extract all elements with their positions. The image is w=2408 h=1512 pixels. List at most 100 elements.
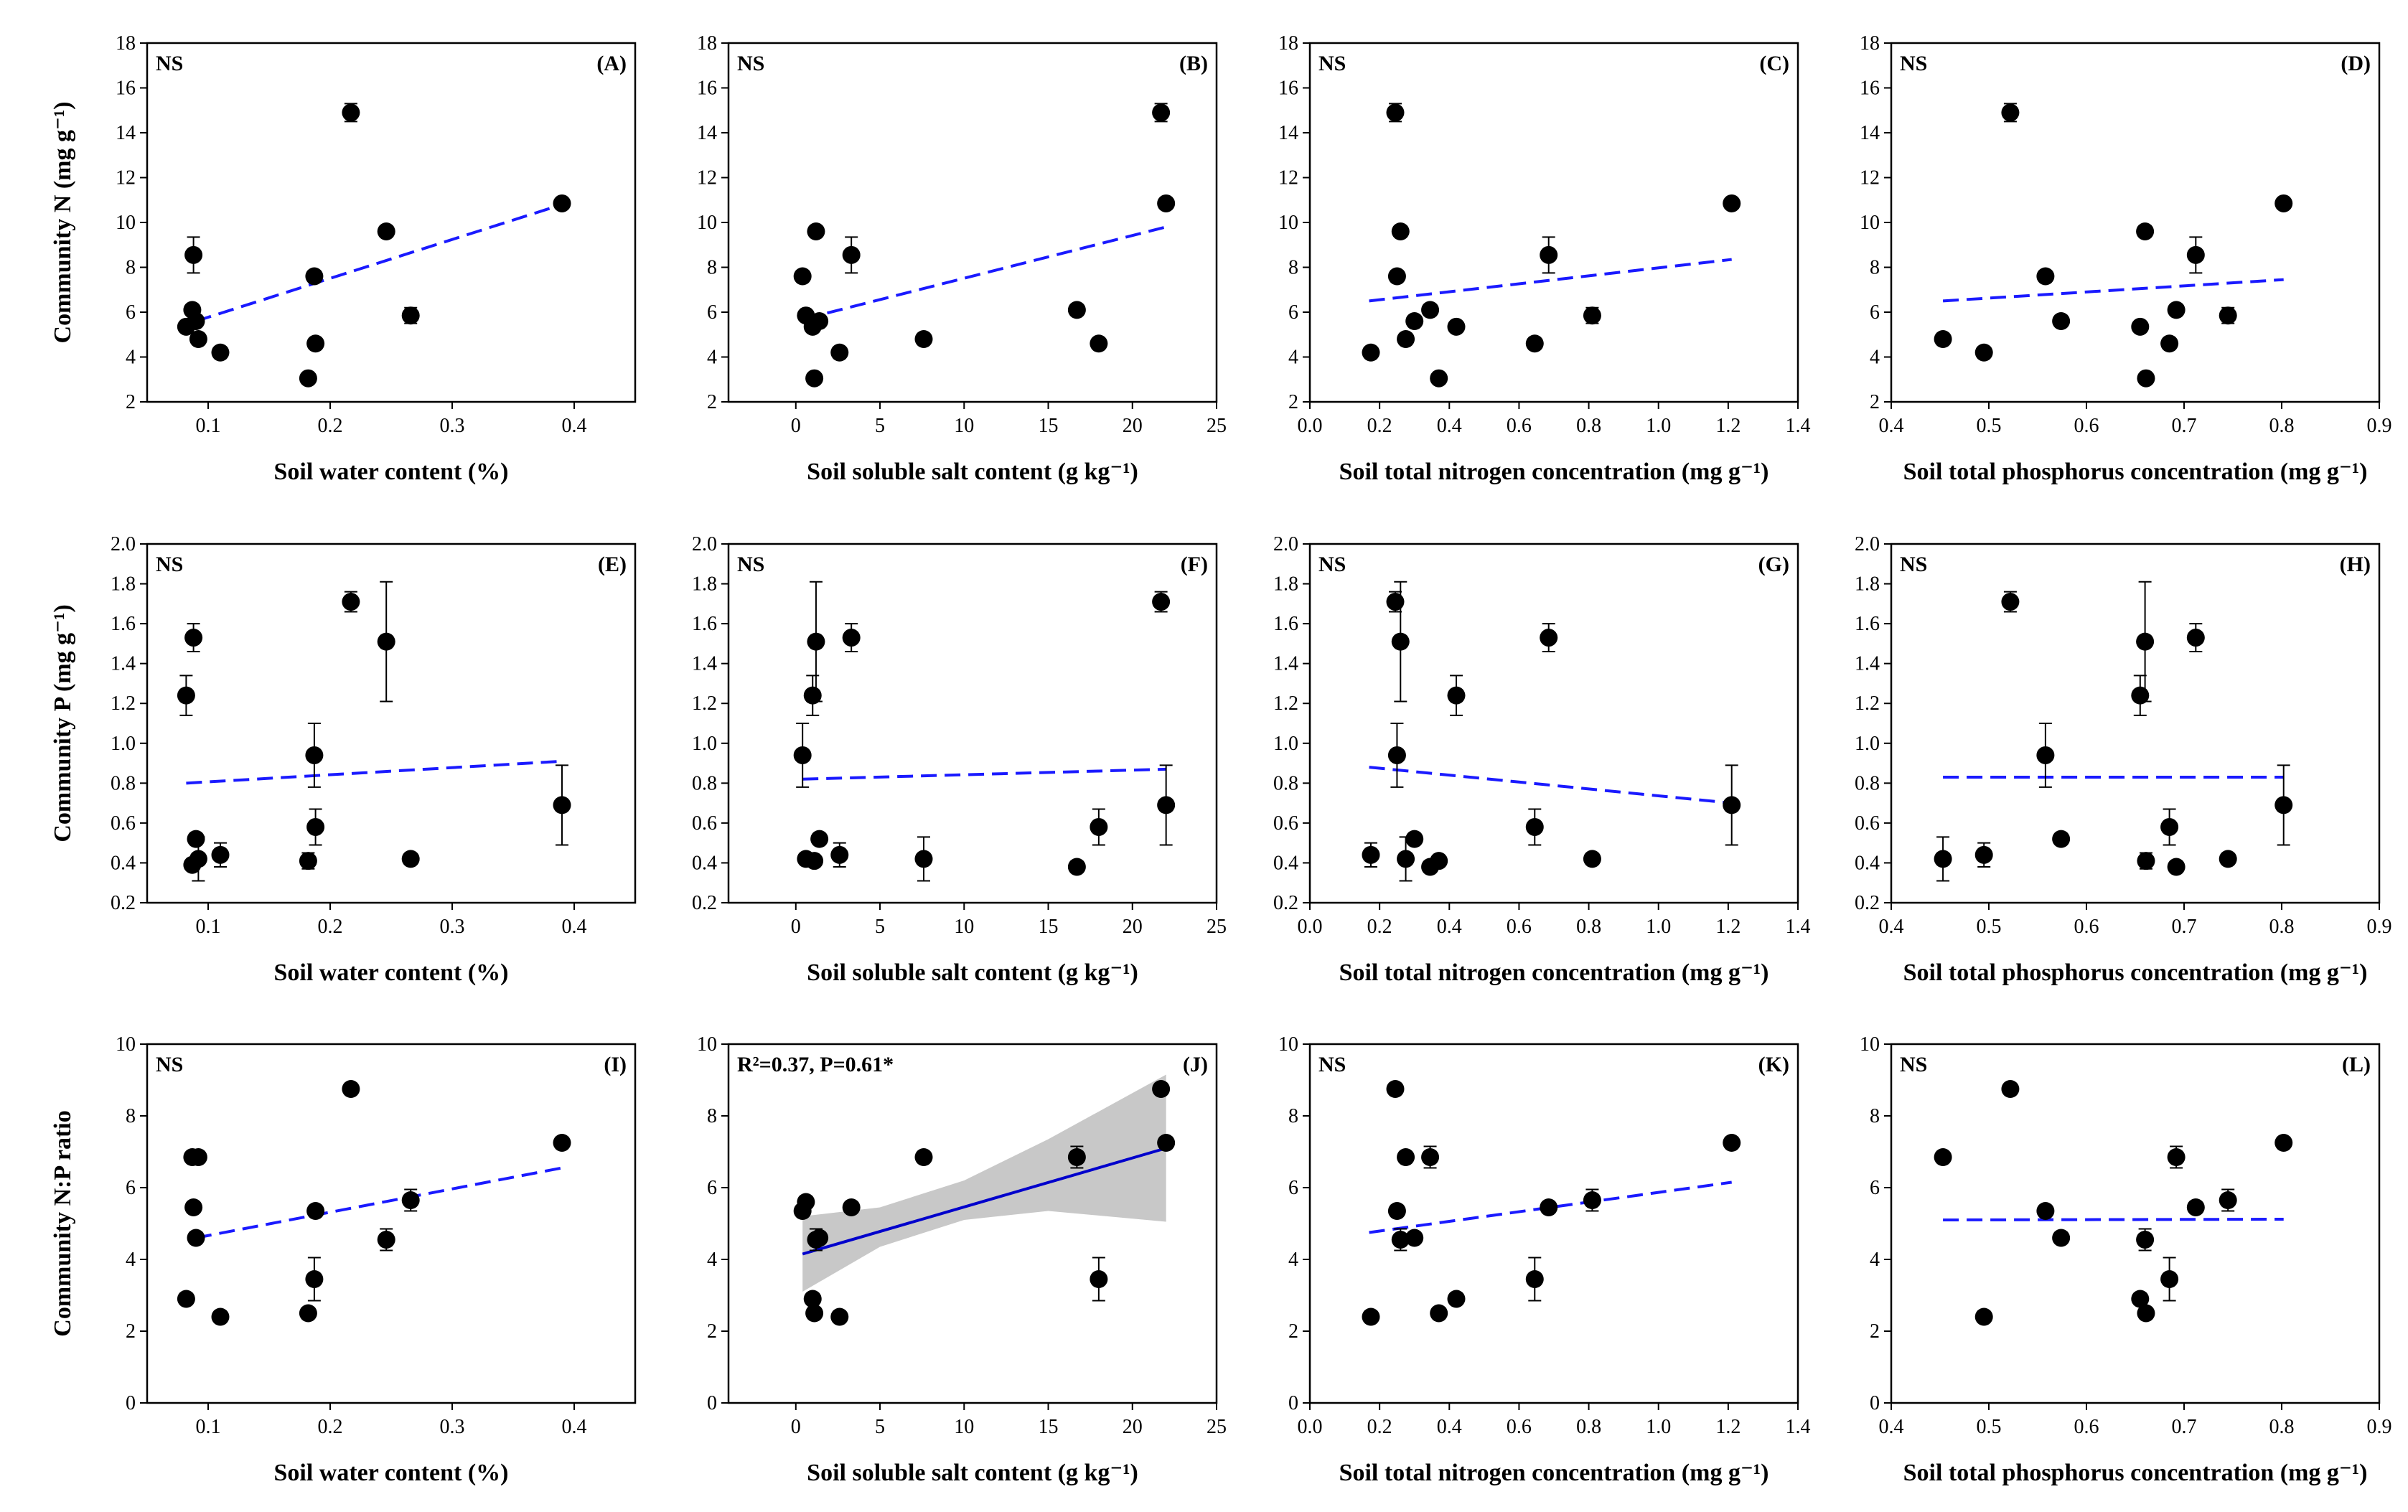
y-axis-label: Community N (mg g⁻¹) — [50, 102, 76, 344]
data-point — [830, 1307, 849, 1326]
y-tick-label: 10 — [1278, 212, 1298, 234]
y-axis-label: Community P (mg g⁻¹) — [50, 604, 76, 842]
plot-frame — [1308, 543, 1799, 904]
regression-line — [195, 1166, 563, 1239]
data-point — [914, 1148, 933, 1166]
x-tick-label: 0.2 — [1367, 415, 1392, 437]
y-tick-label: 2.0 — [1855, 533, 1880, 555]
data-point — [2052, 830, 2071, 848]
data-point — [797, 1193, 815, 1211]
data-point — [1974, 1307, 1993, 1326]
x-tick-label: 0.4 — [1879, 1416, 1904, 1438]
panel-stat: NS — [737, 52, 764, 75]
data-point — [1405, 312, 1424, 330]
data-point — [1583, 850, 1601, 868]
data-point — [2219, 306, 2237, 325]
x-axis-label: Soil water content (%) — [273, 959, 508, 986]
x-tick-label: 0.7 — [2172, 916, 2197, 938]
y-tick-label: 4 — [1870, 1249, 1880, 1271]
y-tick-label: 8 — [1288, 1105, 1298, 1127]
data-point — [377, 222, 395, 240]
y-tick-label: 14 — [1278, 122, 1298, 144]
x-axis-label: Soil soluble salt content (g kg⁻¹) — [807, 1460, 1138, 1486]
data-point — [1447, 686, 1466, 705]
y-tick-label: 0.4 — [1855, 852, 1880, 874]
x-tick-label: 0.2 — [1367, 916, 1392, 938]
data-point — [1362, 1307, 1380, 1326]
panel-K: 0 2 4 6 8 10 0.0 0.2 0.4 0.6 0.8 1.0 1.2 1.4 NS (K) Soil… — [1278, 1033, 1811, 1486]
y-tick-label: 6 — [707, 1177, 717, 1199]
data-point — [1157, 1134, 1176, 1152]
data-point — [1723, 1134, 1741, 1152]
y-tick-label: 2 — [1288, 391, 1298, 413]
regression-line — [1369, 1180, 1732, 1234]
x-tick-label: 0.6 — [2074, 916, 2099, 938]
x-axis-label: Soil soluble salt content (g kg⁻¹) — [807, 959, 1138, 986]
data-point — [1152, 1080, 1171, 1098]
y-tick-label: 10 — [116, 1033, 136, 1056]
y-tick-label: 6 — [1870, 301, 1880, 324]
y-tick-label: 8 — [707, 257, 717, 279]
x-tick-label: 0.4 — [1879, 916, 1904, 938]
data-point — [1391, 1231, 1410, 1249]
x-tick-label: 0.4 — [1879, 415, 1904, 437]
data-point — [1067, 1148, 1086, 1166]
data-point — [1525, 1270, 1544, 1288]
data-point — [1397, 1148, 1415, 1166]
panel-stat: NS — [1318, 52, 1346, 75]
y-tick-label: 2 — [126, 391, 136, 413]
y-tick-label: 1.2 — [1273, 692, 1298, 715]
y-tick-label: 1.6 — [1855, 613, 1880, 635]
y-tick-label: 18 — [1278, 32, 1298, 55]
plot-frame — [727, 42, 1218, 403]
y-tick-label: 1.2 — [1855, 692, 1880, 715]
x-tick-label: 0.8 — [1576, 916, 1601, 938]
panel-letter: (E) — [598, 553, 627, 576]
y-tick-label: 0.6 — [692, 812, 717, 835]
x-tick-label: 0.8 — [1576, 1416, 1601, 1438]
x-tick-label: 0.4 — [1437, 415, 1462, 437]
x-tick-label: 0.5 — [1977, 1416, 2002, 1438]
data-point — [305, 746, 324, 764]
data-point — [1386, 1080, 1405, 1098]
data-point — [2275, 796, 2293, 814]
y-tick-label: 2 — [1288, 1320, 1298, 1343]
y-tick-label: 10 — [697, 1033, 717, 1056]
y-tick-label: 4 — [1288, 1249, 1298, 1271]
y-tick-label: 1.2 — [692, 692, 717, 715]
y-tick-label: 6 — [1288, 1177, 1298, 1199]
data-point — [810, 312, 829, 330]
panel-stat: NS — [156, 1053, 183, 1076]
data-point — [553, 1134, 571, 1152]
data-point — [2186, 245, 2205, 264]
data-point — [184, 1198, 203, 1216]
data-point — [377, 1231, 395, 1249]
data-point — [2186, 1198, 2205, 1216]
x-tick-label: 0.2 — [318, 415, 343, 437]
data-point — [2160, 817, 2179, 836]
data-point — [1391, 222, 1410, 240]
data-point — [184, 245, 203, 264]
y-tick-label: 6 — [126, 301, 136, 324]
data-point — [299, 1304, 317, 1323]
x-tick-label: 25 — [1207, 415, 1227, 437]
data-point — [1157, 194, 1176, 212]
data-point — [2052, 1229, 2071, 1247]
data-point — [184, 629, 203, 647]
x-tick-label: 20 — [1123, 1416, 1143, 1438]
data-point — [1723, 194, 1741, 212]
x-tick-label: 0.6 — [1507, 415, 1532, 437]
y-tick-label: 4 — [707, 1249, 717, 1271]
data-point — [2275, 1134, 2293, 1152]
data-point — [342, 1080, 360, 1098]
data-point — [1152, 103, 1171, 122]
data-point — [306, 334, 325, 353]
x-axis-label: Soil water content (%) — [273, 459, 508, 485]
data-point — [2136, 1231, 2155, 1249]
data-point — [2167, 858, 2186, 876]
y-tick-label: 16 — [116, 78, 136, 100]
data-point — [299, 369, 317, 388]
y-tick-label: 0.2 — [692, 892, 717, 914]
y-tick-label: 0.6 — [1273, 812, 1298, 835]
regression-line — [1369, 766, 1732, 805]
